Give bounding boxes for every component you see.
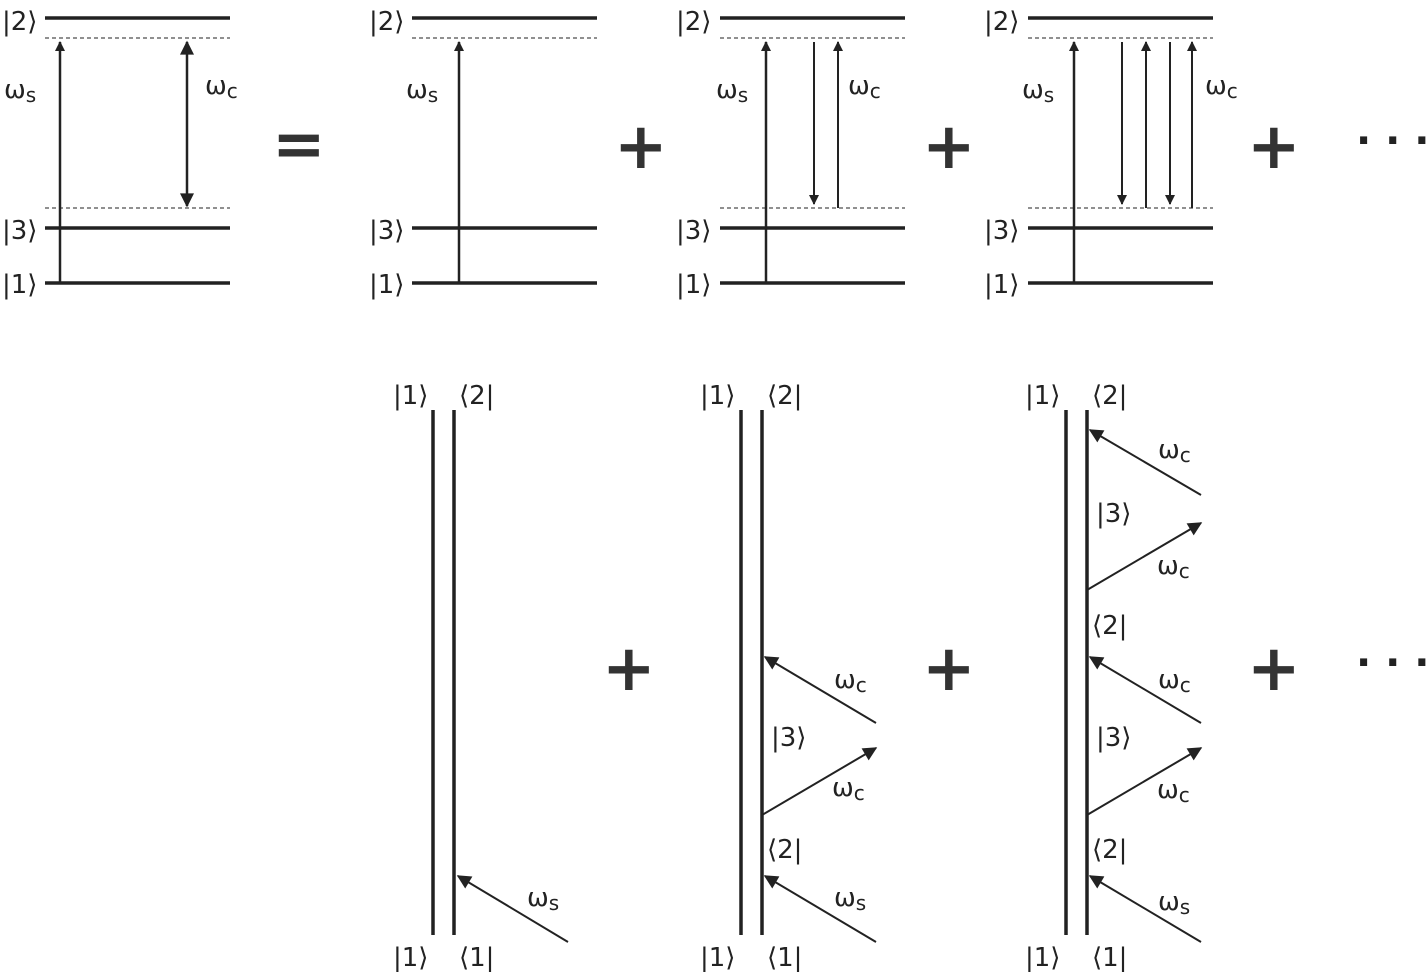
ket-1-label: |1⟩ — [2, 270, 37, 300]
ket-2-label: |2⟩ — [369, 7, 404, 37]
omega-s-label: ωs — [1158, 887, 1190, 919]
omega-s-label: ωs — [834, 883, 866, 915]
plus-sign: + — [922, 632, 976, 706]
ket-1-label: |1⟩ — [984, 270, 1019, 300]
ket-2-label: |2⟩ — [984, 7, 1019, 37]
ket-1-label: |1⟩ — [393, 381, 428, 411]
omega-s-label: ωs — [1022, 75, 1054, 107]
bra-2-label: ⟨2| — [1092, 611, 1127, 641]
ket-3-label: |3⟩ — [2, 216, 37, 246]
omega-c-label: ωc — [1157, 551, 1190, 583]
omega-c-label: ωc — [834, 665, 867, 697]
omega-c-label: ωc — [848, 71, 881, 103]
plus-sign: + — [1247, 110, 1301, 184]
bra-2-label: ⟨2| — [767, 835, 802, 865]
ket-2-label: |2⟩ — [2, 7, 37, 37]
ket-1-label: |1⟩ — [1025, 943, 1060, 972]
ket-1-label: |1⟩ — [700, 943, 735, 972]
ket-1-label: |1⟩ — [676, 270, 711, 300]
omega-c-label: ωc — [1158, 435, 1191, 467]
omega-s-label: ωs — [4, 75, 36, 107]
omega-c-label: ωc — [1158, 665, 1191, 697]
bra-2-label: ⟨2| — [1092, 381, 1127, 411]
ellipsis: · · · — [1356, 640, 1427, 686]
ket-3-label: |3⟩ — [1096, 723, 1131, 753]
bra-2-label: ⟨2| — [1092, 835, 1127, 865]
ket-1-label: |1⟩ — [393, 943, 428, 972]
feynman-diagram-term-3 — [1064, 410, 1203, 943]
ket-3-label: |3⟩ — [771, 723, 806, 753]
ket-3-label: |3⟩ — [676, 216, 711, 246]
level-panel-term-1 — [412, 16, 597, 285]
bra-2-label: ⟨2| — [767, 381, 802, 411]
feynman-diagram-term-2 — [739, 410, 878, 943]
ket-1-label: |1⟩ — [369, 270, 404, 300]
ket-3-label: |3⟩ — [984, 216, 1019, 246]
plus-sign: + — [1247, 632, 1301, 706]
ket-1-label: |1⟩ — [700, 381, 735, 411]
plus-sign: + — [602, 632, 656, 706]
level-panel-term-2 — [720, 16, 905, 285]
ellipsis: · · · — [1356, 118, 1427, 164]
omega-s-label: ωs — [406, 75, 438, 107]
bra-1-label: ⟨1| — [767, 943, 802, 972]
omega-c-label: ωc — [832, 773, 865, 805]
ket-3-label: |3⟩ — [1096, 499, 1131, 529]
level-panel-full — [45, 16, 230, 285]
level-panel-term-3 — [1028, 16, 1213, 285]
equals-sign: = — [272, 108, 326, 182]
ket-1-label: |1⟩ — [1025, 381, 1060, 411]
ket-3-label: |3⟩ — [369, 216, 404, 246]
bra-1-label: ⟨1| — [459, 943, 494, 972]
omega-c-label: ωc — [1205, 71, 1238, 103]
feynman-diagram-term-1 — [431, 410, 569, 943]
omega-s-label: ωs — [716, 75, 748, 107]
omega-c-label: ωc — [205, 71, 238, 103]
bra-2-label: ⟨2| — [459, 381, 494, 411]
plus-sign: + — [614, 110, 668, 184]
ket-2-label: |2⟩ — [676, 7, 711, 37]
plus-sign: + — [922, 110, 976, 184]
omega-s-label: ωs — [527, 883, 559, 915]
omega-c-label: ωc — [1157, 775, 1190, 807]
bra-1-label: ⟨1| — [1092, 943, 1127, 972]
